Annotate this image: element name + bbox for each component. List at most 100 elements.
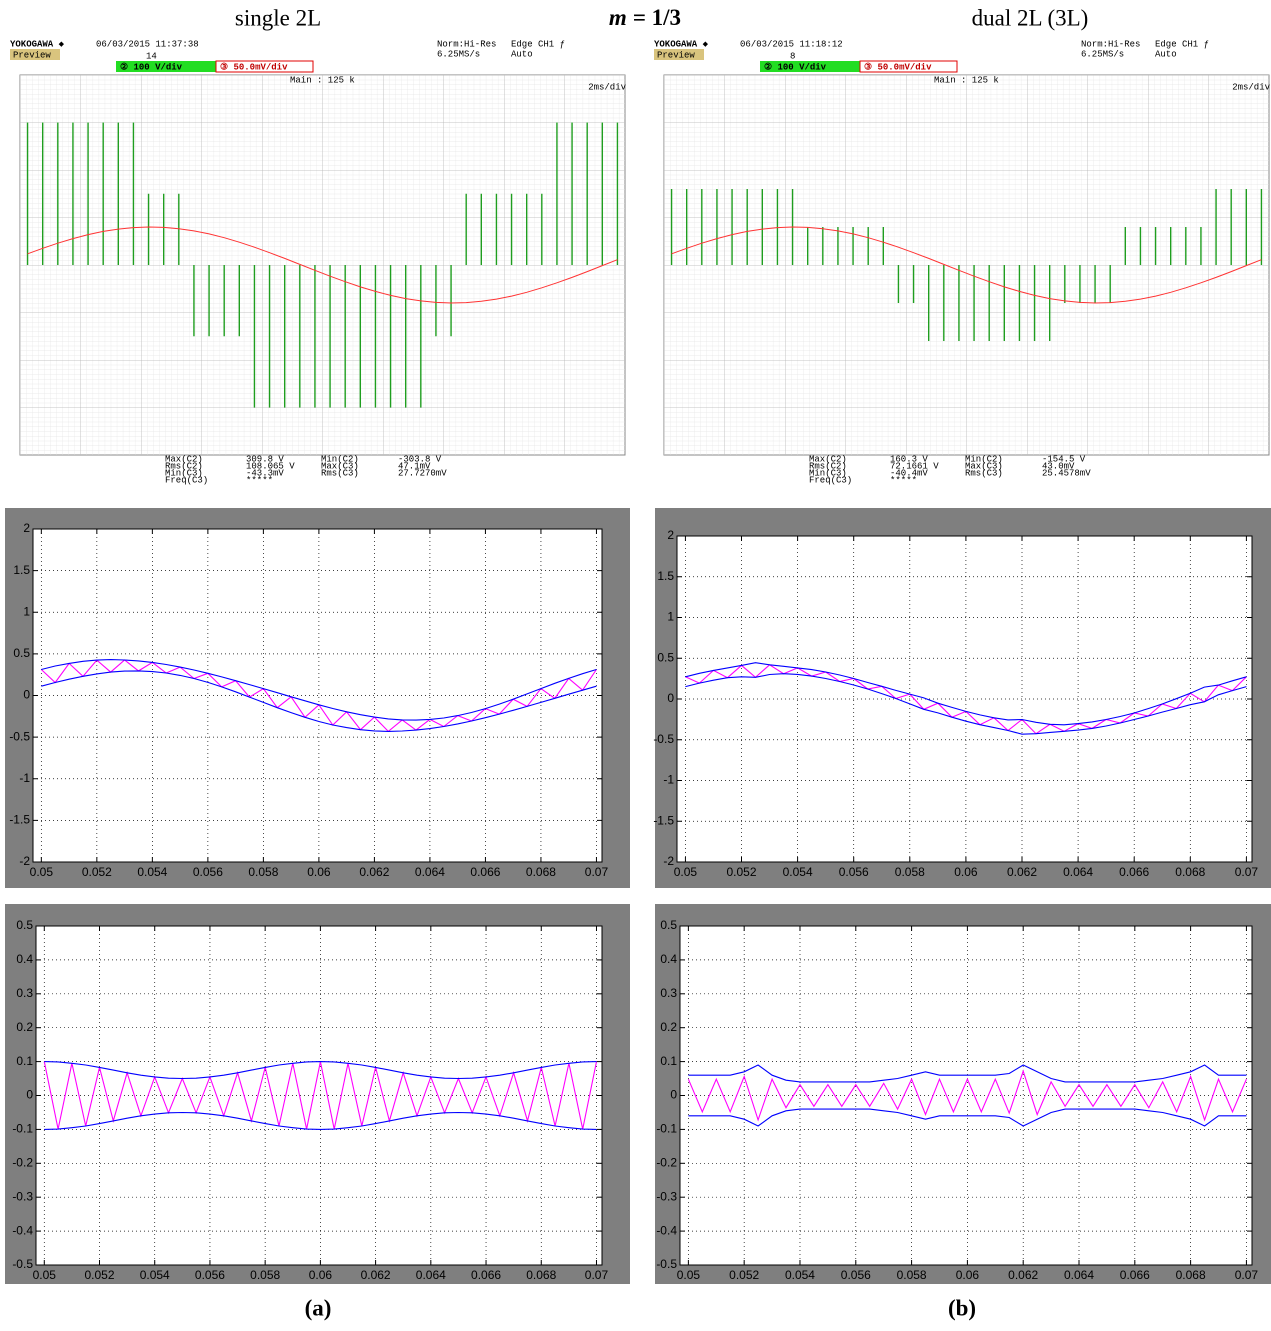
x-tick-label: 0.058 [897,1268,927,1282]
y-tick-label: 0 [670,1088,677,1102]
scope-trig-mode: Auto [1155,49,1177,59]
y-tick-label: -0.5 [9,729,30,743]
y-tick-label: 1 [667,610,674,624]
y-tick-label: -0.3 [12,1189,33,1203]
ch2-badge [116,61,216,72]
x-tick-label: 0.064 [416,1268,446,1282]
y-tick-label: 1 [23,604,30,618]
measurement-value: -40.4mV [890,468,928,478]
x-tick-label: 0.056 [839,865,869,879]
measurement-label: Freq(C3) [809,475,852,485]
y-tick-label: 0.5 [13,646,30,660]
y-tick-label: 0.5 [16,918,33,932]
scope-brand: YOKOGAWA ◆ [654,39,709,49]
y-tick-label: 0.5 [660,918,677,932]
x-tick-label: 0.058 [250,1268,280,1282]
x-tick-label: 0.066 [1119,865,1149,879]
scope-main: Main : 125 k [934,75,999,85]
measurement-label: Rms(C3) [965,468,1003,478]
x-tick-label: 0.064 [415,865,445,879]
x-tick-label: 0.056 [193,865,223,879]
y-tick-label: 0 [667,691,674,705]
scope-brand: YOKOGAWA ◆ [10,39,65,49]
y-tick-label: 0 [23,688,30,702]
y-tick-label: -0.1 [656,1122,677,1136]
y-tick-label: 2 [23,521,30,535]
mode-badge [10,49,60,60]
x-tick-label: 0.068 [1176,1268,1206,1282]
x-tick-label: 0.05 [677,1268,701,1282]
scope-ch2: ② 100 V/div [120,62,183,72]
data-line [685,662,1247,726]
x-tick-label: 0.068 [526,865,556,879]
graticule [664,75,1269,455]
x-tick-label: 0.062 [359,865,389,879]
y-tick-label: -2 [663,854,674,868]
y-tick-label: -2 [19,854,30,868]
x-tick-label: 0.068 [1175,865,1205,879]
measurement-label: Freq(C3) [165,475,208,485]
y-tick-label: -0.3 [656,1189,677,1203]
x-tick-label: 0.068 [526,1268,556,1282]
x-tick-label: 0.054 [137,865,167,879]
y-tick-label: -1 [663,773,674,787]
y-tick-label: 0.1 [16,1054,33,1068]
y-tick-label: -0.5 [12,1257,33,1271]
scope-rate: 6.25MS/s [1081,49,1124,59]
plot-area [677,536,1252,862]
scope-ch3: ③ 50.0mV/div [220,62,288,72]
measurement-label: Min(C3) [809,468,847,478]
reference-trace [671,226,1262,304]
y-tick-label: -0.1 [12,1122,33,1136]
data-line [41,670,597,732]
x-tick-label: 0.05 [30,865,54,879]
x-tick-label: 0.062 [1008,1268,1038,1282]
y-tick-label: -0.4 [12,1223,33,1237]
scope-acq: Norm:Hi-Res [1081,39,1140,49]
y-tick-label: 1.5 [13,563,30,577]
modulation-symbol: m [609,5,627,30]
scope-count: 14 [146,51,157,61]
axes-frame [35,925,603,1266]
y-tick-label: -0.4 [656,1223,677,1237]
y-tick-label: 0.5 [657,650,674,664]
x-tick-label: 0.054 [785,1268,815,1282]
ch2-badge [760,61,860,72]
caption: (b) [948,1295,976,1320]
data-line [44,1061,597,1080]
measurement-value: 309.8 V [246,454,284,464]
reference-trace [27,226,618,304]
data-line [685,673,1247,735]
x-tick-label: 0.05 [674,865,698,879]
scope-trigger: Edge CH1 ƒ [1155,39,1209,49]
left-heading: single 2L [235,5,321,30]
plot-area [680,926,1252,1265]
data-line [688,1108,1247,1127]
x-tick-label: 0.062 [361,1268,391,1282]
caption: (a) [305,1295,332,1320]
measurement-value: 25.4578mV [1042,468,1091,478]
data-line [687,1069,1247,1122]
x-tick-label: 0.064 [1063,865,1093,879]
x-tick-label: 0.07 [585,865,609,879]
ch3-badge [215,60,314,73]
y-tick-label: 0.1 [660,1054,677,1068]
scope-mode: Preview [13,50,51,60]
measurement-label: Rms(C2) [809,461,847,471]
y-tick-label: -1.5 [9,813,30,827]
data-line [41,659,597,721]
scope-timebase: 2ms/div [1232,82,1270,92]
x-tick-label: 0.052 [726,865,756,879]
x-tick-label: 0.058 [895,865,925,879]
y-tick-label: -0.2 [12,1155,33,1169]
scope-datetime: 06/03/2015 11:37:38 [96,39,199,49]
measurement-label: Min(C2) [321,454,359,464]
x-tick-label: 0.07 [1235,1268,1259,1282]
scope-ch2: ② 100 V/div [764,62,827,72]
x-tick-label: 0.052 [82,865,112,879]
measurement-value: ***** [246,475,273,485]
y-tick-label: 0.3 [16,986,33,1000]
measurement-value: 160.3 V [890,454,928,464]
x-tick-label: 0.054 [140,1268,170,1282]
x-tick-label: 0.06 [956,1268,980,1282]
